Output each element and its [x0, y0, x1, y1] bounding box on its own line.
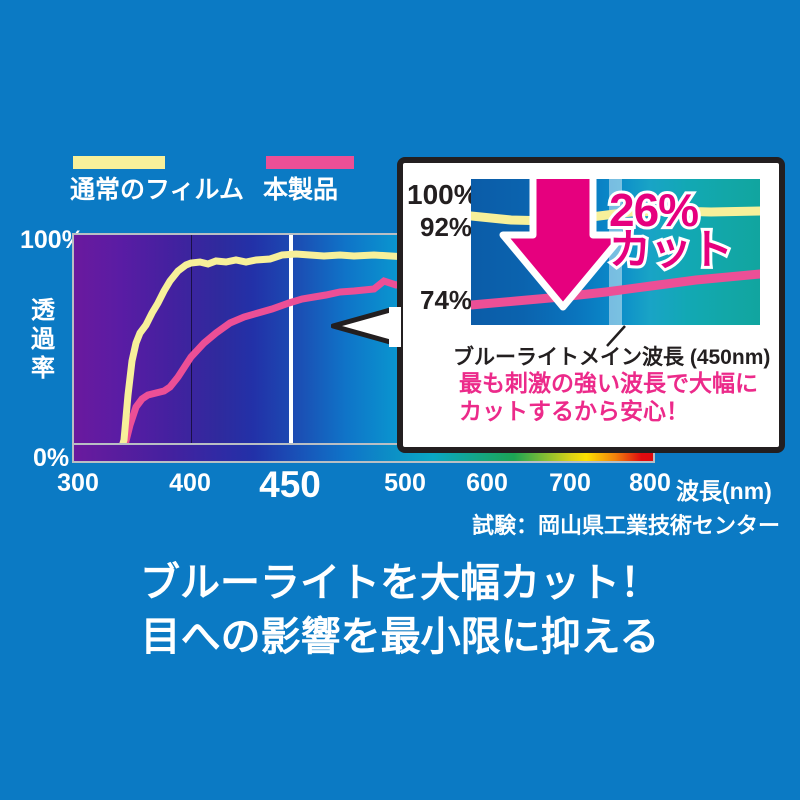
callout-pointer-shape	[331, 307, 401, 347]
legend-label-this-product: 本製品	[263, 176, 339, 204]
legend-swatch-this-product	[266, 156, 354, 169]
inset-label-92: 92%	[420, 212, 473, 242]
y-axis-min-label: 0%	[33, 444, 70, 472]
legend-swatch-normal-film	[73, 156, 165, 169]
test-credit-label: 試験：岡山県工業技術センター	[471, 513, 780, 538]
x-tick-400: 400	[169, 469, 211, 497]
y-axis-title-c1: 透	[31, 297, 55, 324]
x-tick-700: 700	[549, 469, 591, 497]
y-axis-title: 透 過 率	[28, 296, 58, 383]
callout-note-line2: カットするから安心！	[459, 398, 689, 424]
bottom-headline: ブルーライトを大幅カット！ 目への影響を最小限に抑える	[0, 556, 800, 664]
x-tick-500: 500	[384, 469, 426, 497]
inset-series-svg	[471, 206, 760, 310]
x-tick-600: 600	[466, 469, 508, 497]
x-tick-800: 800	[629, 469, 671, 497]
cut-down-arrow	[499, 179, 627, 311]
cut-down-arrow-shape	[499, 179, 627, 311]
inset-leader-stroke	[606, 325, 626, 347]
magnified-detail-callout: 100% 92% 74% 26% カット ブルーライトメイン波長 (450nm)	[331, 157, 785, 453]
inset-label-100: 100%	[407, 179, 479, 210]
inset-series-normal-film	[471, 206, 760, 226]
blue-light-main-wavelength-line	[289, 235, 293, 460]
callout-note: 最も刺激の強い波長で大幅に カットするから安心！	[459, 369, 779, 425]
legend-label-normal-film: 通常のフィルム	[70, 176, 245, 204]
inset-plot-area	[471, 179, 760, 325]
y-axis-title-c2: 過	[31, 326, 55, 353]
x-axis-title: 波長(nm)	[676, 478, 772, 504]
gridline-400nm	[191, 235, 192, 460]
inset-label-74: 74%	[420, 285, 473, 315]
callout-pointer	[331, 307, 401, 347]
x-tick-450: 450	[259, 464, 321, 505]
inset-series-this-product	[471, 269, 760, 310]
inset-leader-line	[606, 325, 626, 347]
headline-line1: ブルーライトを大幅カット！	[140, 561, 660, 605]
inset-caption-450nm: ブルーライトメイン波長 (450nm)	[453, 346, 771, 369]
series-path-normal-film	[90, 250, 653, 460]
y-axis-title-c3: 率	[31, 355, 55, 382]
callout-note-line1: 最も刺激の強い波長で大幅に	[459, 370, 758, 396]
callout-pointer-mask	[389, 307, 401, 347]
headline-line2: 目への影響を最小限に抑える	[140, 615, 660, 659]
x-tick-300: 300	[57, 469, 99, 497]
